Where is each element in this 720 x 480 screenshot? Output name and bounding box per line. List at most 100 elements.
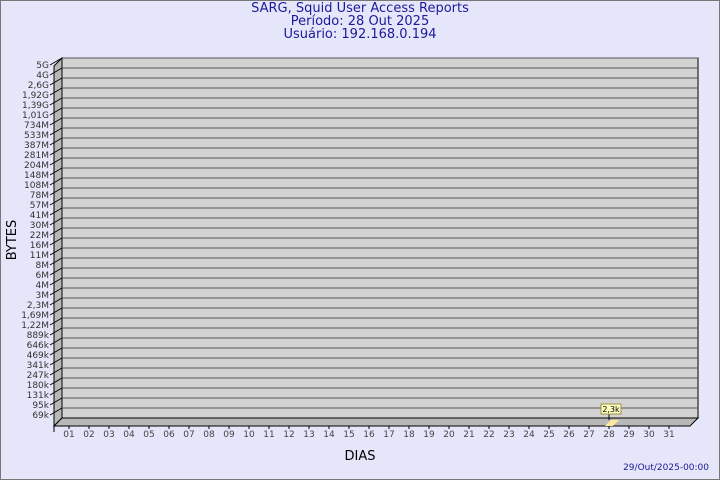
y-tick-label: 4G	[36, 71, 49, 81]
x-tick-label: 24	[523, 430, 535, 440]
x-tick-label: 10	[243, 430, 255, 440]
y-tick	[49, 137, 63, 146]
y-tick-label: 148M	[24, 171, 49, 181]
y-tick-label: 3M	[36, 291, 50, 301]
y-tick-label: 22M	[30, 231, 49, 241]
y-tick	[49, 387, 63, 396]
y-tick-label: 204M	[24, 161, 49, 171]
y-tick	[49, 177, 63, 186]
y-tick-label: 5G	[36, 61, 49, 71]
y-tick-label: 131k	[27, 391, 50, 401]
y-tick-label: 533M	[24, 131, 49, 141]
x-tick-label: 31	[663, 430, 674, 440]
bar	[605, 420, 619, 426]
y-tick-label: 108M	[24, 181, 49, 191]
y-tick-label: 57M	[30, 201, 49, 211]
x-tick-label: 04	[123, 430, 135, 440]
x-tick-label: 28	[603, 430, 615, 440]
y-tick	[49, 127, 63, 136]
y-tick-label: 41M	[30, 211, 49, 221]
chart-title: SARG, Squid User Access Reports	[251, 1, 469, 16]
y-tick-label: 247k	[27, 371, 50, 381]
x-tick-label: 06	[163, 430, 175, 440]
y-tick	[49, 157, 63, 166]
y-tick	[49, 67, 63, 76]
footer-date: 29/Out/2025-00:00	[623, 463, 709, 473]
x-tick-label: 23	[503, 430, 514, 440]
y-tick	[49, 167, 63, 176]
x-tick-label: 02	[83, 430, 94, 440]
x-tick-label: 22	[483, 430, 494, 440]
x-tick-label: 19	[423, 430, 435, 440]
y-tick-label: 734M	[24, 121, 49, 131]
y-tick-label: 2,3M	[27, 301, 49, 311]
bar-label-box	[600, 403, 622, 415]
y-tick	[49, 357, 63, 366]
y-tick	[49, 107, 63, 116]
y-tick-label: 1,01G	[22, 111, 49, 121]
y-tick	[49, 187, 63, 196]
y-tick	[49, 267, 63, 276]
y-tick-label: 180k	[27, 381, 50, 391]
x-tick-label: 17	[383, 430, 394, 440]
y-tick-label: 78M	[30, 191, 49, 201]
y-tick	[49, 377, 63, 386]
y-tick-label: 6M	[36, 271, 50, 281]
x-tick-label: 14	[323, 430, 335, 440]
y-tick	[49, 257, 63, 266]
y-tick	[49, 327, 63, 336]
x-tick-label: 11	[263, 430, 274, 440]
y-tick	[49, 217, 63, 226]
y-tick-label: 8M	[36, 261, 50, 271]
y-tick	[49, 397, 63, 406]
x-tick-label: 26	[563, 430, 575, 440]
x-tick-label: 01	[63, 430, 74, 440]
y-tick-label: 4M	[36, 281, 50, 291]
y-tick-label: 2,6G	[28, 81, 49, 91]
x-tick-label: 08	[203, 430, 215, 440]
y-tick	[49, 117, 63, 126]
x-tick-label: 05	[143, 430, 154, 440]
y-tick	[49, 227, 63, 236]
y-tick	[49, 197, 63, 206]
x-tick-label: 15	[343, 430, 354, 440]
x-tick-label: 20	[443, 430, 455, 440]
y-tick-label: 1,92G	[22, 91, 49, 101]
y-tick	[49, 247, 63, 256]
chart-user: Usuário: 192.168.0.194	[283, 27, 437, 42]
x-tick-label: 16	[363, 430, 375, 440]
x-tick-label: 30	[643, 430, 655, 440]
y-tick	[49, 317, 63, 326]
x-tick-label: 09	[223, 430, 235, 440]
y-tick-label: 281M	[24, 151, 49, 161]
y-tick-label: 30M	[30, 221, 49, 231]
bar-value-label: 2,3k	[602, 405, 620, 414]
y-tick-label: 341k	[27, 361, 50, 371]
y-tick-label: 1,22M	[21, 321, 49, 331]
x-tick-label: 12	[283, 430, 294, 440]
x-tick-label: 18	[403, 430, 415, 440]
x-tick-label: 25	[543, 430, 554, 440]
y-tick-label: 469k	[27, 351, 50, 361]
y-tick	[49, 87, 63, 96]
y-tick-label: 69k	[32, 411, 49, 421]
x-tick-label: 03	[103, 430, 114, 440]
y-tick-label: 16M	[30, 241, 49, 251]
chart-period: Período: 28 Out 2025	[290, 14, 430, 29]
plot-floor	[52, 417, 700, 427]
y-tick-label: 11M	[30, 251, 49, 261]
y-tick-label: 646k	[27, 341, 50, 351]
y-tick	[49, 287, 63, 296]
y-tick	[49, 277, 63, 286]
y-tick	[49, 97, 63, 106]
x-tick-label: 07	[183, 430, 194, 440]
y-tick	[49, 57, 63, 66]
x-tick-label: 29	[623, 430, 635, 440]
y-tick-label: 1,39G	[22, 101, 49, 111]
y-tick	[49, 147, 63, 156]
y-tick	[49, 307, 63, 316]
y-tick	[49, 297, 63, 306]
x-tick-label: 27	[583, 430, 594, 440]
y-tick-label: 387M	[24, 141, 49, 151]
